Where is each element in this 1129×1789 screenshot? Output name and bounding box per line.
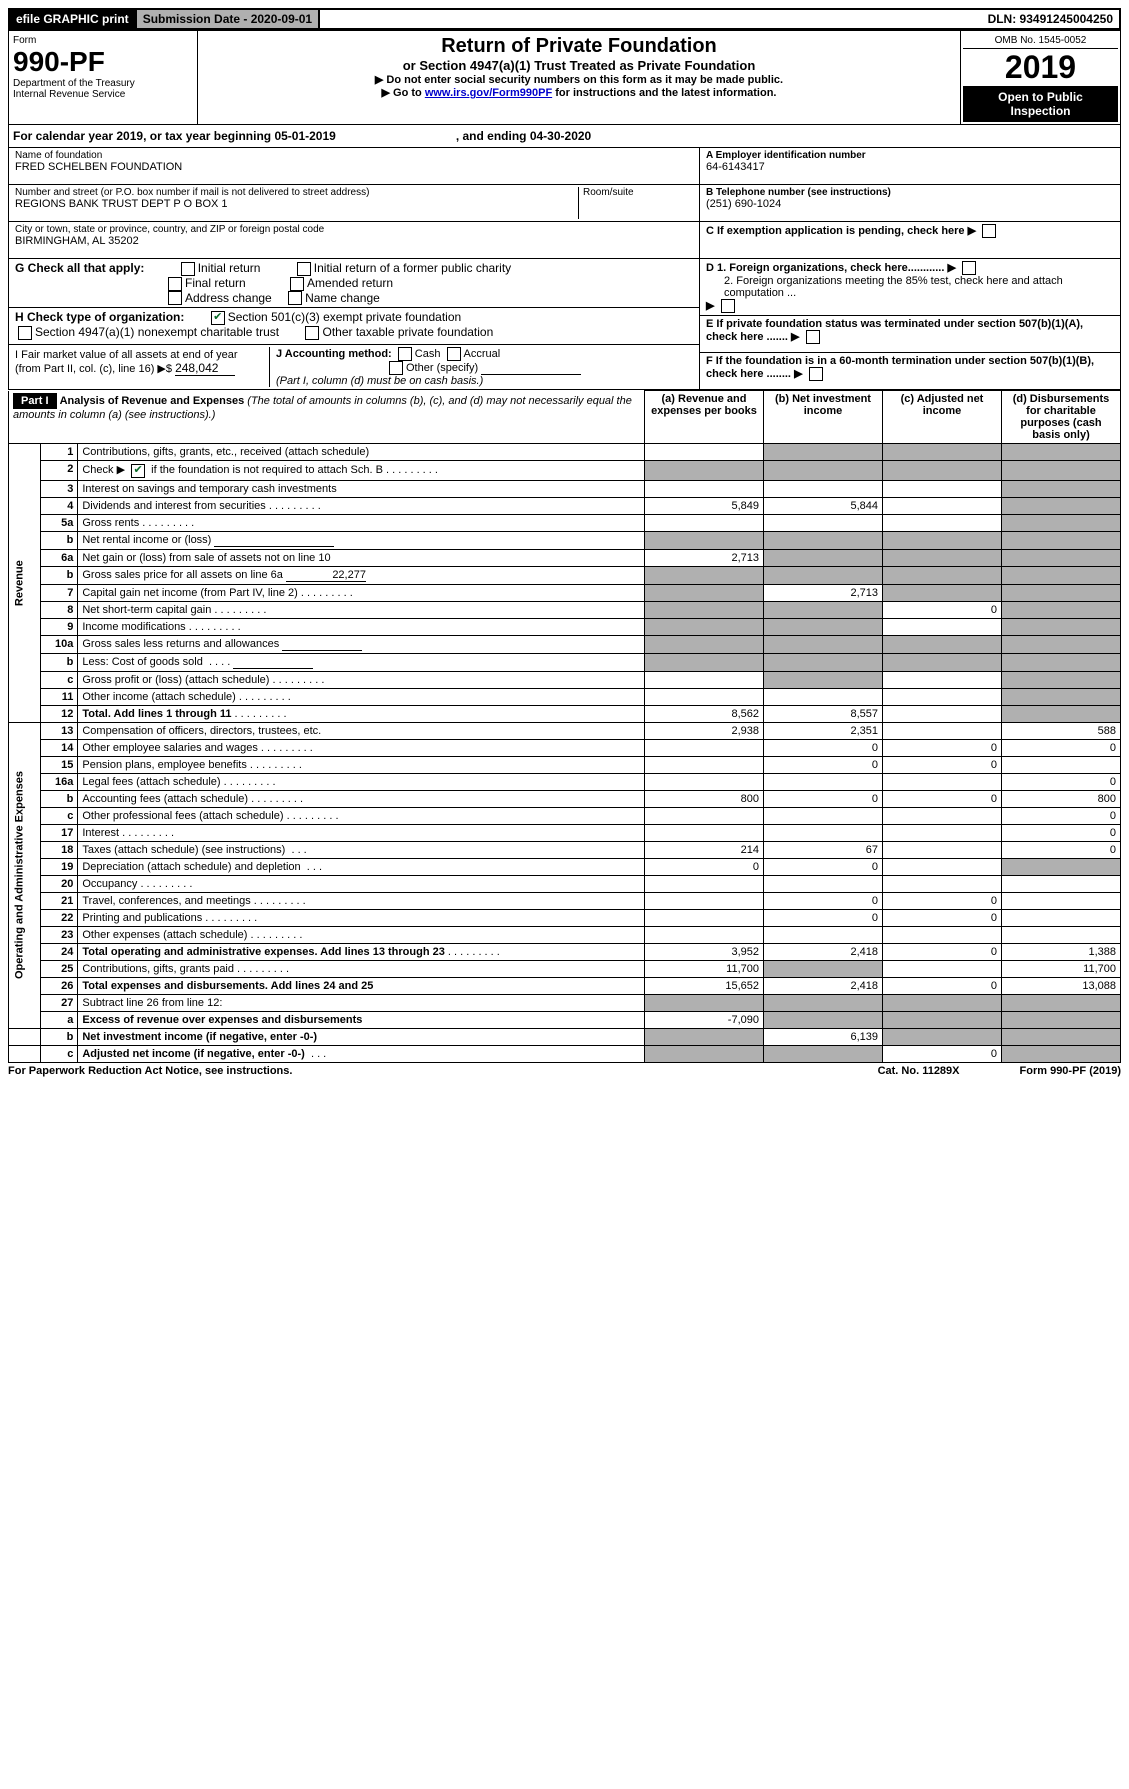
cb-e[interactable] — [806, 330, 820, 344]
cb-f[interactable] — [809, 367, 823, 381]
addr-cell: Number and street (or P.O. box number if… — [9, 185, 699, 222]
cb-accrual[interactable] — [447, 347, 461, 361]
dept: Department of the Treasury — [13, 78, 193, 89]
cb-initial-former[interactable] — [297, 262, 311, 276]
cb-d2[interactable] — [721, 299, 735, 313]
h-row: H Check type of organization: Section 50… — [9, 308, 699, 345]
cb-name[interactable] — [288, 291, 302, 305]
efile-tag: efile GRAPHIC print — [10, 10, 135, 28]
open-public: Open to Public Inspection — [963, 86, 1118, 122]
form-title: Return of Private Foundation — [202, 35, 956, 58]
form-number: 990-PF — [13, 46, 193, 78]
cb-501c3[interactable] — [211, 311, 225, 325]
form-subtitle: or Section 4947(a)(1) Trust Treated as P… — [202, 58, 956, 73]
cb-c[interactable] — [982, 224, 996, 238]
revenue-label: Revenue — [9, 444, 41, 722]
cb-address[interactable] — [168, 291, 182, 305]
part1-tag: Part I — [13, 393, 57, 409]
instr2: ▶ Go to www.irs.gov/Form990PF for instru… — [202, 86, 956, 99]
irs: Internal Revenue Service — [13, 89, 193, 100]
header-bar: efile GRAPHIC print Submission Date - 20… — [8, 8, 1121, 30]
cb-cash[interactable] — [398, 347, 412, 361]
cb-d1[interactable] — [962, 261, 976, 275]
cb-initial[interactable] — [181, 262, 195, 276]
omb: OMB No. 1545-0052 — [963, 33, 1118, 49]
instr1: ▶ Do not enter social security numbers o… — [202, 73, 956, 86]
footer: For Paperwork Reduction Act Notice, see … — [8, 1063, 1121, 1079]
cb-schb[interactable] — [131, 464, 145, 478]
calendar-year: For calendar year 2019, or tax year begi… — [8, 125, 1121, 148]
cb-4947[interactable] — [18, 326, 32, 340]
name-cell: Name of foundation FRED SCHELBEN FOUNDAT… — [9, 148, 699, 185]
g-row: G Check all that apply: Initial return I… — [9, 259, 699, 308]
cb-other[interactable] — [389, 361, 403, 375]
cb-final[interactable] — [168, 277, 182, 291]
dln: DLN: 93491245004250 — [982, 10, 1119, 28]
part1-table: Part I Analysis of Revenue and Expenses … — [8, 390, 1121, 1062]
city-cell: City or town, state or province, country… — [9, 222, 699, 259]
ij-row: I Fair market value of all assets at end… — [9, 345, 699, 389]
irs-link[interactable]: www.irs.gov/Form990PF — [425, 87, 552, 99]
identity-block: Name of foundation FRED SCHELBEN FOUNDAT… — [8, 148, 1121, 390]
tax-year: 2019 — [963, 49, 1118, 86]
form-label: Form — [13, 35, 193, 46]
form-header: Form 990-PF Department of the Treasury I… — [8, 30, 1121, 125]
submission-date: Submission Date - 2020-09-01 — [135, 10, 320, 28]
cb-amended[interactable] — [290, 277, 304, 291]
cb-other-tax[interactable] — [305, 326, 319, 340]
oae-label: Operating and Administrative Expenses — [9, 722, 41, 1028]
